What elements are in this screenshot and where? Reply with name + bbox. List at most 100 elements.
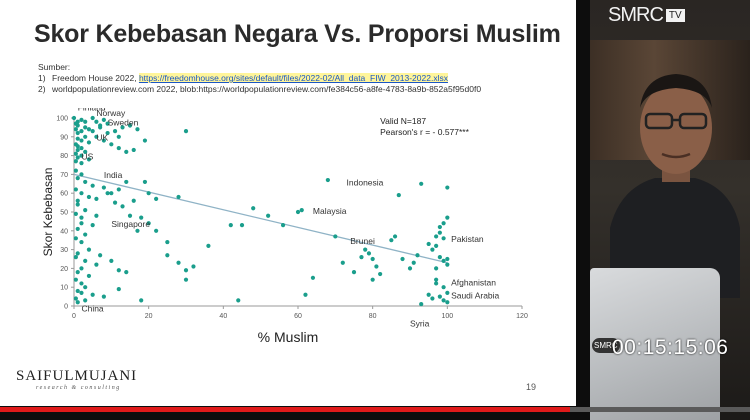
data-point	[299, 208, 304, 213]
source-block: Sumber: 1) Freedom House 2022, https://fr…	[38, 62, 481, 95]
x-tick-label: 20	[145, 313, 153, 320]
data-point	[86, 127, 92, 132]
source-number-2: 2)	[38, 84, 46, 94]
data-point	[101, 138, 106, 143]
country-label: Pakistan	[451, 234, 484, 244]
data-point	[101, 294, 106, 299]
data-point	[79, 153, 84, 158]
data-point	[351, 270, 357, 275]
data-point	[239, 223, 245, 228]
data-point	[120, 125, 125, 130]
data-point	[295, 209, 301, 215]
data-point	[389, 238, 394, 243]
data-point	[79, 161, 84, 166]
data-point	[75, 136, 80, 141]
source-line-2: 2) worldpopulationreview.com 2022, blob:h…	[38, 84, 481, 95]
data-point	[445, 300, 450, 305]
data-point	[441, 285, 446, 290]
y-tick-label: 60	[60, 191, 68, 198]
x-tick-label: 40	[219, 313, 227, 320]
data-point	[83, 232, 88, 237]
data-point	[83, 179, 88, 185]
y-tick-label: 30	[60, 247, 68, 254]
data-point	[266, 213, 271, 218]
video-progress-fill	[0, 407, 570, 412]
data-point	[116, 134, 121, 139]
source-line-1: 1) Freedom House 2022, https://freedomhou…	[38, 73, 481, 84]
data-point	[116, 286, 121, 292]
country-label: Syria	[410, 319, 430, 329]
data-point	[445, 185, 450, 190]
x-tick-label: 80	[369, 313, 377, 320]
x-tick-label: 60	[294, 313, 302, 320]
data-point	[73, 187, 78, 192]
data-point	[90, 223, 95, 228]
y-tick-label: 80	[60, 153, 68, 160]
data-point	[434, 266, 439, 271]
data-point	[426, 292, 431, 297]
data-point	[146, 221, 151, 226]
source-number-1: 1)	[38, 73, 46, 83]
country-label: UK	[96, 133, 108, 143]
data-point	[120, 204, 125, 209]
data-point	[441, 298, 446, 303]
data-point	[127, 213, 133, 218]
source-link-1[interactable]: https://freedomhouse.org/sites/default/f…	[138, 73, 448, 83]
data-point	[370, 277, 375, 282]
country-label: China	[81, 304, 103, 314]
data-point	[86, 140, 92, 145]
data-point	[183, 277, 189, 282]
data-point	[75, 144, 80, 149]
slide-page-number: 19	[526, 382, 537, 392]
data-point	[79, 138, 84, 143]
presenter-figure	[610, 74, 740, 298]
data-point	[71, 115, 77, 121]
data-point	[83, 285, 88, 290]
data-point	[79, 221, 84, 226]
data-point	[131, 147, 136, 153]
data-point	[415, 253, 420, 258]
x-axis-title: % Muslim	[258, 329, 319, 345]
data-point	[109, 191, 114, 196]
data-point	[183, 268, 189, 273]
data-point	[86, 247, 92, 252]
data-point	[116, 145, 121, 151]
data-point	[154, 228, 159, 233]
data-point	[75, 123, 80, 128]
data-point	[441, 221, 446, 226]
data-point	[228, 223, 233, 228]
data-point	[83, 119, 88, 124]
data-point	[411, 260, 416, 265]
data-point	[79, 117, 84, 122]
country-label: Afghanistan	[451, 277, 496, 287]
data-point	[434, 234, 439, 239]
data-point	[75, 226, 80, 232]
data-point	[101, 185, 106, 190]
data-point	[101, 117, 106, 122]
data-point	[73, 277, 78, 282]
data-point	[73, 211, 78, 216]
data-point	[83, 208, 88, 213]
video-progress-bar[interactable]	[0, 407, 750, 412]
data-point	[94, 262, 99, 267]
source-text-2: worldpopulationreview.com 2022, blob:htt…	[52, 84, 482, 94]
y-tick-label: 0	[64, 304, 68, 311]
data-point	[79, 215, 84, 220]
data-point	[124, 270, 129, 275]
y-tick-label: 100	[56, 116, 68, 123]
y-tick-label: 70	[60, 172, 68, 179]
data-point	[392, 234, 398, 239]
data-point	[183, 129, 189, 134]
data-point	[366, 251, 372, 256]
data-point	[73, 159, 78, 164]
scatter-chart-svg: 0 20 40 60 80 100 120 0 10 20 30 40 50 60 70 80 90 100 % M…	[41, 108, 528, 345]
stats-annotation: Valid N=187	[380, 116, 426, 126]
channel-brand-logo: SMRC TV	[608, 4, 685, 27]
data-point	[86, 194, 92, 200]
data-point	[79, 145, 84, 151]
country-label: Norway	[96, 108, 126, 118]
data-point	[303, 292, 308, 297]
slide-title: Skor Kebebasan Negara Vs. Proporsi Musli…	[34, 20, 561, 48]
data-point	[146, 191, 151, 196]
x-tick-label: 0	[72, 313, 76, 320]
